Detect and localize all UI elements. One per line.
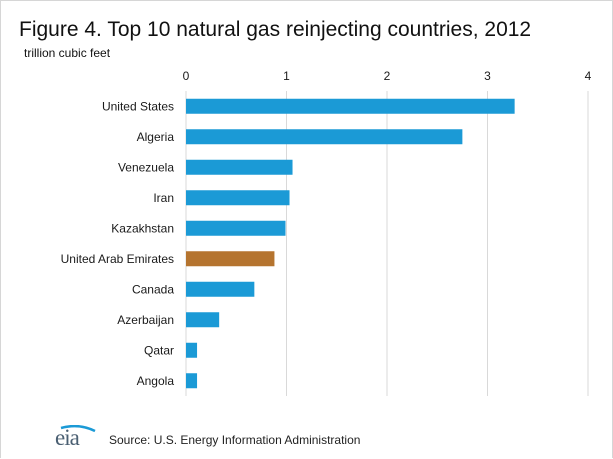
bar [186,281,255,297]
x-tick-label: 1 [283,69,290,83]
bar [186,342,198,358]
x-tick-label: 4 [585,69,592,83]
bar [186,98,515,114]
category-label: Kazakhstan [111,221,174,235]
category-label: Qatar [144,343,174,357]
bar [186,190,290,206]
category-label: Venezuela [118,160,174,174]
bar [186,220,286,236]
chart-unit-label: trillion cubic feet [24,46,111,60]
bar-chart: 0 1 2 3 4 United States Algeria Venezuela Iran Ka… [61,69,592,396]
eia-logo-text: eia [55,425,80,450]
bar [186,129,463,145]
category-label: Angola [137,374,175,388]
x-tick-label: 3 [484,69,491,83]
x-tick-label: 0 [183,69,190,83]
category-label: Iran [153,191,174,205]
bar [186,373,198,389]
category-label: Canada [132,282,174,296]
bar [186,251,275,267]
eia-logo-swoosh-icon [60,425,96,433]
category-label: United States [102,99,174,113]
category-label: United Arab Emirates [61,252,174,266]
x-tick-label: 2 [384,69,391,83]
chart-title: Figure 4. Top 10 natural gas reinjecting… [19,18,532,41]
bar [186,312,220,328]
source-note: Source: U.S. Energy Information Administ… [109,433,361,447]
category-label: Azerbaijan [117,313,174,327]
category-label: Algeria [137,130,175,144]
eia-logo: eia [55,425,101,455]
bar [186,159,293,175]
